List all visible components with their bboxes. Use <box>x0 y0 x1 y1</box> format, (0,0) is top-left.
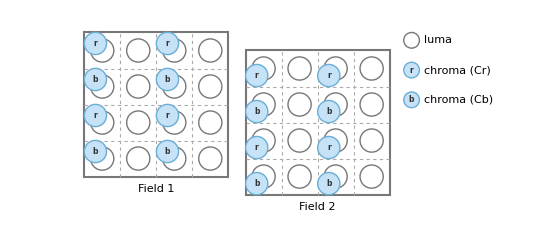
Text: chroma (Cr): chroma (Cr) <box>424 65 491 75</box>
Circle shape <box>288 129 311 152</box>
Circle shape <box>84 32 106 55</box>
Circle shape <box>156 32 178 55</box>
Circle shape <box>91 111 114 134</box>
Circle shape <box>252 93 275 116</box>
Circle shape <box>245 136 268 159</box>
Text: r: r <box>255 143 259 152</box>
Circle shape <box>163 111 186 134</box>
Circle shape <box>245 64 268 87</box>
Circle shape <box>252 165 275 188</box>
Text: b: b <box>93 147 98 156</box>
Text: luma: luma <box>424 35 452 45</box>
Circle shape <box>163 75 186 98</box>
Circle shape <box>127 147 150 170</box>
Circle shape <box>91 75 114 98</box>
Circle shape <box>360 129 383 152</box>
Circle shape <box>360 57 383 80</box>
Circle shape <box>360 165 383 188</box>
Text: b: b <box>165 75 170 84</box>
Circle shape <box>317 136 340 159</box>
Circle shape <box>127 39 150 62</box>
Text: Field 1: Field 1 <box>138 184 175 194</box>
Circle shape <box>317 64 340 87</box>
Circle shape <box>245 100 268 123</box>
Circle shape <box>324 129 347 152</box>
Text: b: b <box>254 179 259 188</box>
Text: r: r <box>327 143 331 152</box>
Circle shape <box>360 93 383 116</box>
Text: b: b <box>165 147 170 156</box>
Text: r: r <box>166 111 170 120</box>
Circle shape <box>199 75 222 98</box>
Circle shape <box>199 39 222 62</box>
Text: r: r <box>410 65 413 74</box>
Text: b: b <box>326 107 331 116</box>
Text: Field 2: Field 2 <box>299 203 336 213</box>
Text: r: r <box>166 39 170 48</box>
Circle shape <box>252 57 275 80</box>
Circle shape <box>317 100 340 123</box>
Circle shape <box>156 68 178 91</box>
Circle shape <box>199 147 222 170</box>
Text: b: b <box>254 107 259 116</box>
Text: r: r <box>94 111 98 120</box>
Circle shape <box>84 140 106 163</box>
Circle shape <box>91 39 114 62</box>
Circle shape <box>84 104 106 127</box>
Text: r: r <box>327 71 331 80</box>
Text: r: r <box>255 71 259 80</box>
Circle shape <box>199 111 222 134</box>
Circle shape <box>288 93 311 116</box>
Bar <box>245 50 389 195</box>
Circle shape <box>324 93 347 116</box>
Circle shape <box>404 62 419 78</box>
Text: b: b <box>93 75 98 84</box>
Circle shape <box>404 32 419 48</box>
Text: chroma (Cb): chroma (Cb) <box>424 95 493 105</box>
Circle shape <box>288 57 311 80</box>
Circle shape <box>245 173 268 195</box>
Circle shape <box>127 75 150 98</box>
Circle shape <box>127 111 150 134</box>
Bar <box>84 32 228 177</box>
Circle shape <box>288 165 311 188</box>
Circle shape <box>252 129 275 152</box>
Text: r: r <box>94 39 98 48</box>
Circle shape <box>156 104 178 127</box>
Circle shape <box>324 57 347 80</box>
Circle shape <box>91 147 114 170</box>
Circle shape <box>404 92 419 108</box>
Circle shape <box>163 147 186 170</box>
Circle shape <box>156 140 178 163</box>
Text: b: b <box>326 179 331 188</box>
Circle shape <box>163 39 186 62</box>
Circle shape <box>317 173 340 195</box>
Circle shape <box>324 165 347 188</box>
Circle shape <box>84 68 106 91</box>
Text: b: b <box>409 95 414 104</box>
